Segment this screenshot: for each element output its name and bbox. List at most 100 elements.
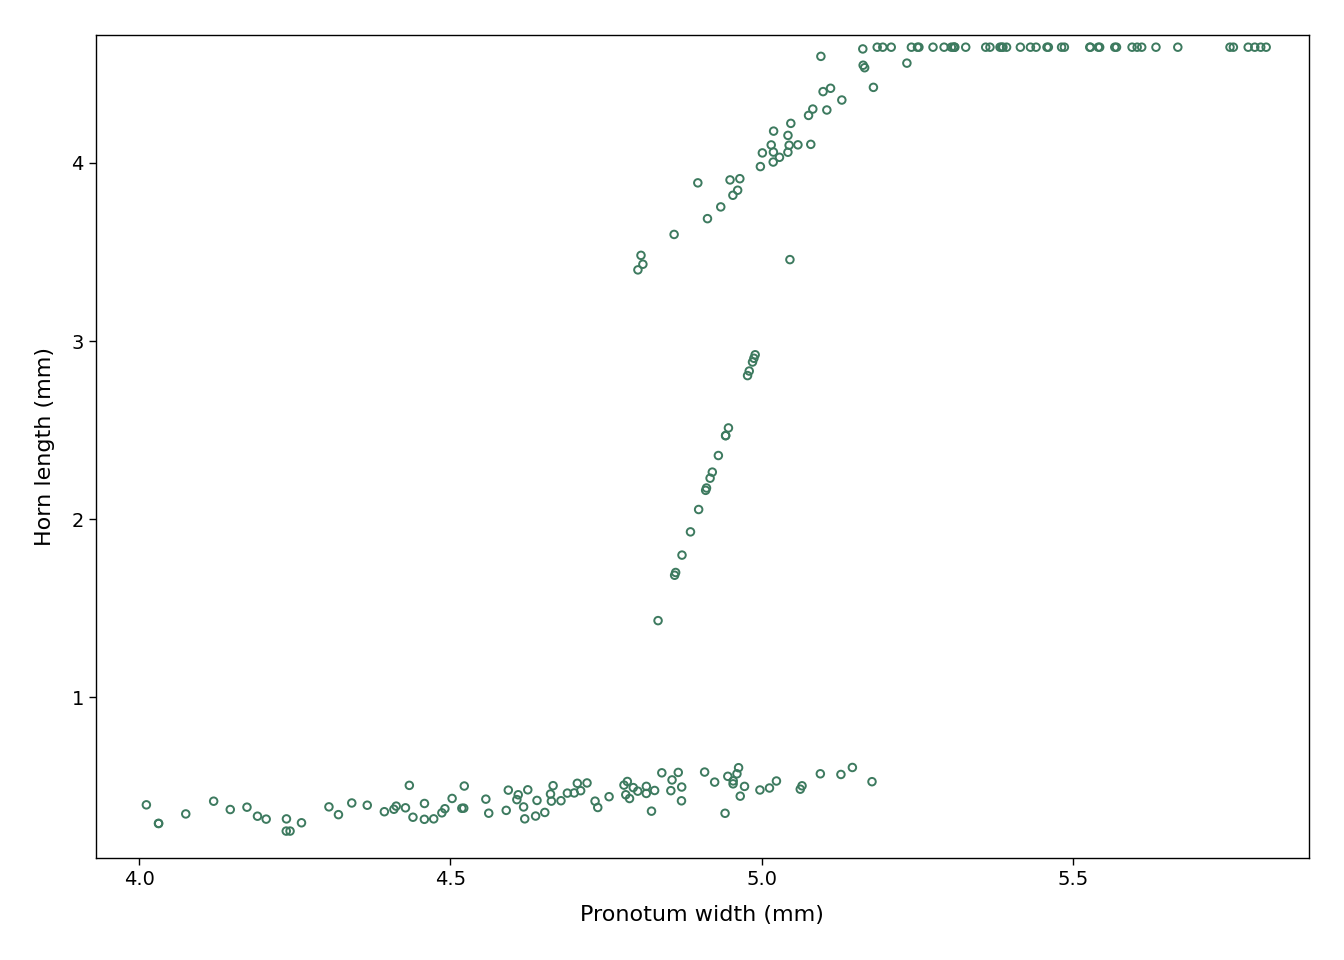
Point (710, 200, 731, 215)
Point (276, 824, 297, 839)
Point (922, 39, 943, 55)
Point (991, 39, 1012, 55)
Point (788, 137, 809, 153)
Point (852, 58, 874, 73)
Point (513, 800, 535, 815)
Point (1103, 39, 1125, 55)
Point (636, 779, 657, 794)
Point (727, 182, 749, 198)
Point (452, 801, 473, 816)
Point (550, 793, 571, 808)
Point (734, 779, 755, 794)
Point (980, 39, 1001, 55)
Point (556, 785, 578, 801)
Point (276, 811, 297, 827)
Point (661, 772, 683, 787)
Point (762, 144, 784, 159)
Point (1025, 39, 1047, 55)
Point (386, 799, 407, 814)
Point (943, 39, 965, 55)
Point (671, 793, 692, 808)
Point (718, 420, 739, 436)
Point (680, 524, 702, 540)
Point (402, 809, 423, 825)
Point (812, 84, 833, 99)
Point (737, 368, 758, 383)
Point (577, 776, 598, 791)
Point (763, 124, 785, 139)
Point (617, 774, 638, 789)
Point (237, 800, 258, 815)
Point (996, 39, 1017, 55)
Point (1009, 39, 1031, 55)
Point (798, 108, 820, 123)
Point (644, 782, 665, 798)
Point (664, 227, 685, 242)
Point (671, 547, 692, 563)
Point (534, 804, 555, 820)
Point (585, 794, 606, 809)
Point (1245, 39, 1266, 55)
Point (496, 803, 517, 818)
Point (641, 804, 663, 819)
Point (664, 567, 685, 583)
Point (628, 783, 649, 799)
Point (280, 824, 301, 839)
Point (203, 794, 224, 809)
Point (648, 612, 669, 628)
Point (414, 796, 435, 811)
Point (777, 128, 798, 143)
Point (434, 801, 456, 816)
Point (800, 136, 821, 152)
Point (526, 808, 547, 824)
Point (1238, 39, 1259, 55)
Point (695, 483, 716, 498)
Point (688, 502, 710, 517)
Point (831, 92, 852, 108)
Point (723, 773, 745, 788)
Point (414, 811, 435, 827)
Point (696, 480, 718, 495)
Point (750, 159, 771, 175)
Point (872, 39, 894, 55)
Point (699, 470, 720, 486)
Point (687, 175, 708, 190)
Point (933, 39, 954, 55)
Point (1167, 39, 1188, 55)
Point (802, 102, 824, 117)
Point (816, 103, 837, 118)
Point (780, 252, 801, 267)
Point (751, 145, 773, 160)
Point (636, 785, 657, 801)
Point (989, 39, 1011, 55)
Point (759, 780, 781, 796)
Point (255, 811, 277, 827)
Point (974, 39, 996, 55)
Point (527, 793, 548, 808)
Point (374, 804, 395, 820)
Point (863, 80, 884, 95)
X-axis label: Pronotum width (mm): Pronotum width (mm) (581, 905, 824, 925)
Point (1087, 39, 1109, 55)
Point (136, 797, 157, 812)
Point (630, 248, 652, 263)
Point (1145, 39, 1167, 55)
Point (431, 805, 453, 821)
Point (1020, 39, 1042, 55)
Point (540, 786, 562, 802)
Point (792, 779, 813, 794)
Point (453, 779, 474, 794)
Point (1223, 39, 1245, 55)
Point (175, 806, 196, 822)
Point (1121, 39, 1142, 55)
Point (148, 816, 169, 831)
Point (743, 350, 765, 366)
Point (543, 778, 564, 793)
Point (356, 798, 378, 813)
Point (789, 781, 810, 797)
Point (319, 799, 340, 814)
Point (517, 782, 539, 798)
Point (907, 39, 929, 55)
Point (715, 428, 737, 444)
Point (778, 137, 800, 153)
